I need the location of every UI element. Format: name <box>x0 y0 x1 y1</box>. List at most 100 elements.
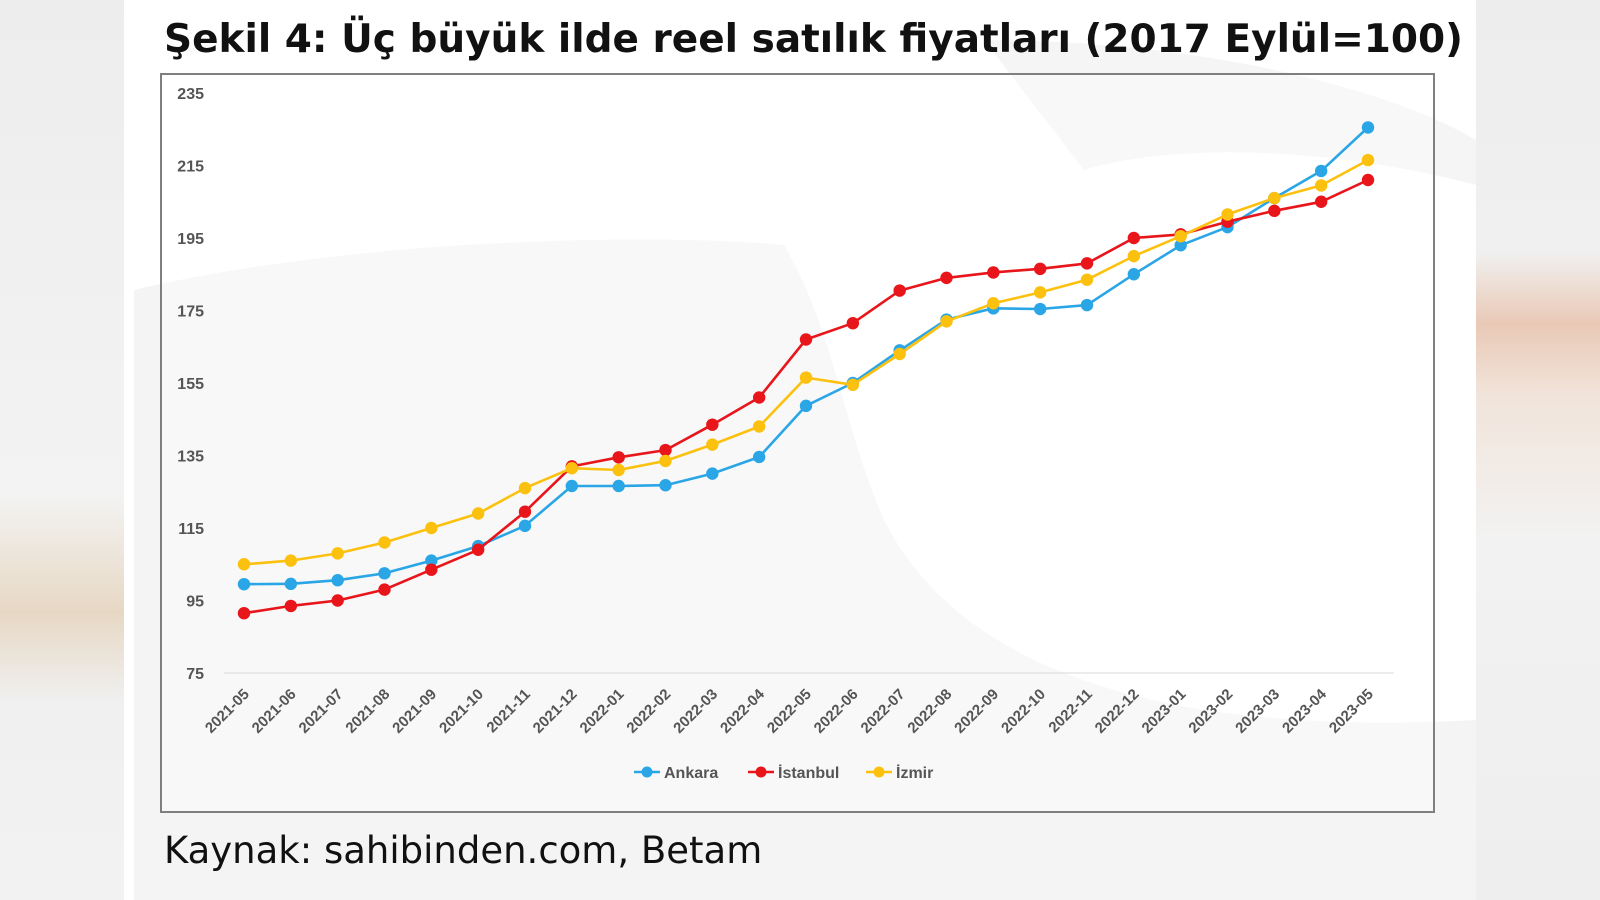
data-point <box>1033 262 1047 276</box>
data-point <box>518 519 532 533</box>
data-point <box>1080 298 1094 312</box>
x-tick-label: 2021-08 <box>342 686 393 737</box>
data-point <box>893 347 906 361</box>
series-line <box>243 178 1369 615</box>
data-point <box>565 479 579 493</box>
x-tick-label: 2022-12 <box>1092 686 1143 737</box>
data-point <box>1314 195 1328 208</box>
data-point <box>1314 179 1328 192</box>
data-point <box>752 450 766 464</box>
x-tick-label: 2022-05 <box>764 686 815 737</box>
series-group <box>237 121 1375 620</box>
data-point <box>518 481 532 495</box>
x-tick-label: 2023-02 <box>1185 686 1236 737</box>
x-tick-label: 2021-12 <box>530 686 581 737</box>
data-point <box>987 297 1000 310</box>
data-point <box>518 505 532 518</box>
legend: Ankara İstanbul İzmir <box>634 764 933 782</box>
data-point <box>752 391 766 404</box>
x-tick-label: 2021-09 <box>389 686 440 737</box>
x-axis-ticks: 2021-052021-062021-072021-082021-092021-… <box>202 685 1377 736</box>
data-point <box>1361 173 1375 187</box>
background-left-margin <box>0 0 124 900</box>
data-point <box>1268 191 1281 205</box>
data-point <box>612 479 625 493</box>
y-tick-label: 155 <box>177 376 204 393</box>
x-tick-label: 2023-05 <box>1326 686 1377 737</box>
data-point <box>706 467 719 480</box>
data-point <box>471 543 485 556</box>
source-note: Kaynak: sahibinden.com, Betam <box>164 829 763 872</box>
data-point <box>799 371 813 384</box>
data-point <box>1033 286 1047 299</box>
data-point <box>659 479 672 492</box>
data-point <box>846 316 860 330</box>
y-tick-label: 95 <box>186 594 204 611</box>
data-point <box>1127 268 1141 281</box>
x-tick-label: 2022-07 <box>858 686 909 737</box>
data-point <box>284 554 298 567</box>
series-line <box>243 158 1369 566</box>
data-point <box>425 554 438 567</box>
data-point <box>284 577 298 591</box>
y-axis-ticks: 75 95 115 135 155 175 195 215 235 <box>177 86 204 683</box>
x-tick-label: 2023-04 <box>1279 685 1330 736</box>
data-point <box>706 418 719 431</box>
data-point <box>331 547 344 560</box>
data-point <box>1033 302 1047 316</box>
x-tick-label: 2022-06 <box>811 686 862 737</box>
data-point <box>1361 153 1375 167</box>
data-point <box>846 378 860 392</box>
data-point <box>1361 121 1375 134</box>
slide: Şekil 4: Üç büyük ilde reel satılık fiya… <box>124 0 1476 900</box>
y-tick-label: 235 <box>177 86 204 103</box>
x-tick-label: 2022-10 <box>998 686 1049 737</box>
x-tick-label: 2022-08 <box>904 686 955 737</box>
x-tick-label: 2022-04 <box>717 685 768 736</box>
data-point <box>284 599 298 613</box>
y-tick-label: 215 <box>177 159 204 176</box>
chart-frame: 75 95 115 135 155 175 195 215 235 2021-05 2021-06… <box>160 73 1435 813</box>
legend-swatch-marker <box>755 766 767 778</box>
data-point <box>378 583 391 596</box>
data-point <box>1127 249 1141 263</box>
data-point <box>1080 257 1094 270</box>
data-point <box>565 461 579 475</box>
data-point <box>425 563 438 576</box>
background-right-margin <box>1476 0 1600 900</box>
data-point <box>1127 231 1141 245</box>
series-2 <box>237 153 1375 571</box>
x-tick-label: 2021-11 <box>483 686 533 736</box>
data-point <box>940 315 953 328</box>
x-tick-label: 2021-10 <box>436 686 487 737</box>
data-point <box>237 558 251 571</box>
x-tick-label: 2022-02 <box>623 686 674 737</box>
x-tick-label: 2021-05 <box>202 686 253 737</box>
line-chart: 75 95 115 135 155 175 195 215 235 2021-052021-06… <box>177 86 1394 782</box>
legend-label: İzmir <box>896 764 933 782</box>
series-1 <box>237 173 1375 620</box>
data-point <box>237 606 251 620</box>
x-tick-label: 2021-06 <box>249 686 300 737</box>
data-point <box>1174 239 1187 252</box>
y-tick-label: 195 <box>177 231 204 248</box>
y-tick-label: 115 <box>178 521 204 538</box>
data-point <box>706 438 719 451</box>
legend-label: İstanbul <box>778 764 839 782</box>
data-point <box>1080 273 1094 286</box>
data-point <box>659 454 672 468</box>
data-point <box>331 574 344 587</box>
data-point <box>237 577 251 591</box>
data-point <box>612 451 625 464</box>
data-point <box>1221 208 1234 221</box>
x-tick-label: 2022-01 <box>577 686 628 737</box>
x-tick-label: 2022-09 <box>951 686 1002 737</box>
data-point <box>940 271 953 285</box>
data-point <box>378 536 391 549</box>
data-point <box>659 443 672 457</box>
data-point <box>425 521 438 535</box>
data-point <box>378 567 391 580</box>
series-0 <box>237 121 1375 591</box>
data-point <box>752 420 766 433</box>
data-point <box>1268 204 1281 218</box>
